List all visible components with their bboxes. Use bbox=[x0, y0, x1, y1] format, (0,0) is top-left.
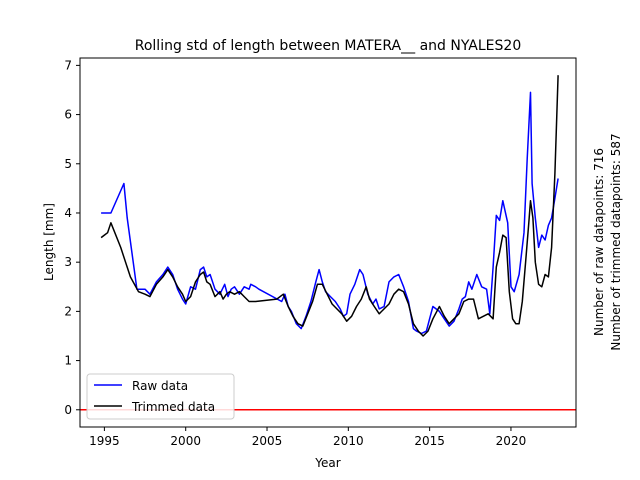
y-tick-label: 4 bbox=[64, 206, 72, 220]
y-axis-label: Length [mm] bbox=[42, 203, 56, 281]
y-tick-label: 1 bbox=[64, 354, 72, 368]
y-tick-label: 7 bbox=[64, 58, 72, 72]
y-axis: 0 1 2 3 4 5 6 7 bbox=[64, 58, 80, 417]
x-axis: 1995 2000 2005 2010 2015 2020 bbox=[89, 427, 526, 448]
x-axis-label: Year bbox=[314, 456, 340, 470]
series-line-trimmed bbox=[100, 75, 559, 337]
trimmed-count-note: Number of trimmed datapoints: 587 bbox=[609, 133, 623, 350]
y-tick-label: 5 bbox=[64, 157, 72, 171]
chart-title: Rolling std of length between MATERA__ a… bbox=[135, 38, 521, 54]
x-tick-label: 2010 bbox=[333, 434, 364, 448]
x-tick-label: 2020 bbox=[496, 434, 527, 448]
axes-frame bbox=[79, 57, 577, 428]
legend-label-trimmed: Trimmed data bbox=[131, 400, 215, 414]
y-tick-label: 0 bbox=[64, 403, 72, 417]
legend: Raw data Trimmed data bbox=[86, 373, 235, 420]
y-tick-label: 2 bbox=[64, 304, 72, 318]
series-line-raw bbox=[101, 91, 559, 335]
raw-count-note: Number of raw datapoints: 716 bbox=[592, 148, 606, 336]
x-tick-label: 2000 bbox=[170, 434, 201, 448]
y-tick-label: 6 bbox=[64, 108, 72, 122]
x-tick-label: 2005 bbox=[252, 434, 283, 448]
legend-label-raw: Raw data bbox=[132, 379, 188, 393]
x-tick-label: 2015 bbox=[414, 434, 445, 448]
legend-box bbox=[86, 373, 235, 420]
y-tick-label: 3 bbox=[64, 255, 72, 269]
x-tick-label: 1995 bbox=[89, 434, 120, 448]
